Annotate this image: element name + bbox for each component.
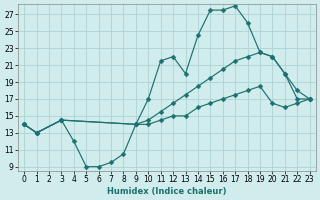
X-axis label: Humidex (Indice chaleur): Humidex (Indice chaleur): [107, 187, 227, 196]
